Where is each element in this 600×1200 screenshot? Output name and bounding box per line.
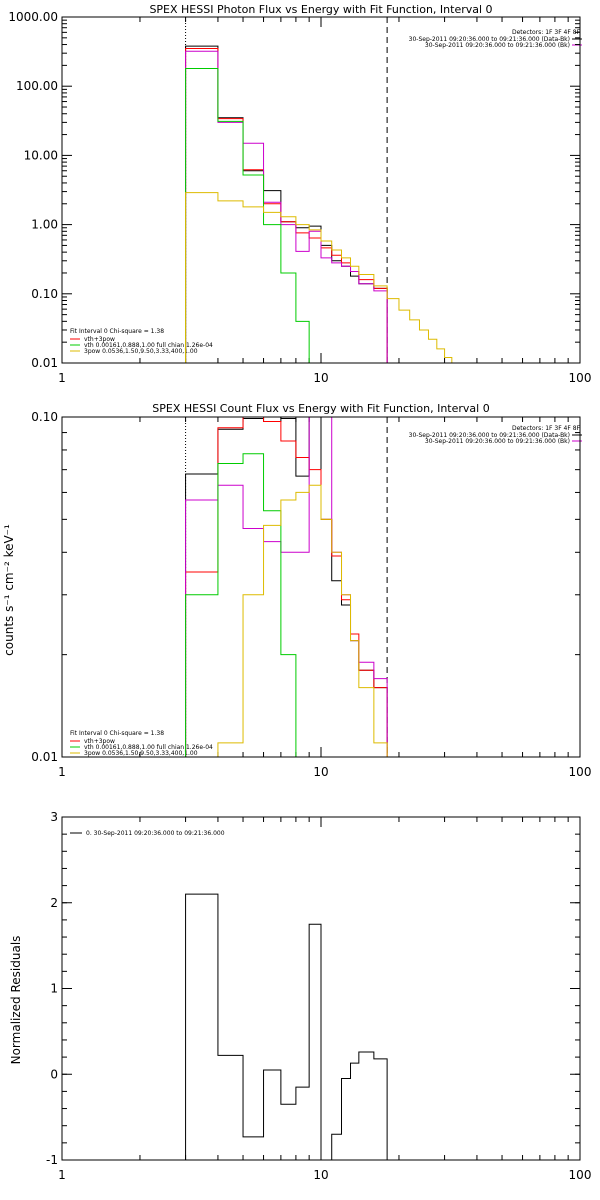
photon-flux-panel: SPEX HESSI Photon Flux vs Energy with Fi… — [70, 3, 582, 355]
photon-flux-plot: 1 10 100 0.01 0.10 1.00 10.00 100.00 1000.00 — [8, 10, 591, 385]
residuals-x-tick-label: 10 — [313, 1168, 328, 1182]
count-flux-detectors: Detectors: 1F 3F 4F 8F — [512, 425, 581, 432]
photon-flux-title: SPEX HESSI Photon Flux vs Energy with Fi… — [149, 3, 492, 16]
photon-flux-x-tick-label: 100 — [569, 371, 592, 385]
photon-flux-legend-vth3pow: vth+3pow — [84, 336, 115, 343]
count-flux-interval-bk: 30-Sep-2011 09:20:36.000 to 09:21:36.000… — [425, 438, 570, 445]
residuals-ylabel: Normalized Residuals — [9, 936, 23, 1065]
photon-flux-series-group — [185, 45, 462, 363]
residuals-panel: Normalized Residuals 0. 30-Sep-2011 09:2… — [9, 830, 225, 1064]
count-flux-y-tick-label: 0.01 — [31, 750, 58, 764]
photon-flux-y-tick-label: 100.00 — [16, 79, 58, 93]
count-flux-series-3pow — [185, 484, 388, 757]
residuals-y-tick-label: 1 — [50, 982, 58, 996]
residuals-y-tick-label: -1 — [46, 1153, 58, 1167]
photon-flux-legend-vth: vth 0.00161,0.888,1.00 full chian 1.26e-… — [84, 342, 213, 349]
photon-flux-frame — [61, 16, 581, 364]
photon-flux-x-tick-label: 10 — [313, 371, 328, 385]
photon-flux-y-tick-label: 0.01 — [31, 356, 58, 370]
residuals-legend-label: 0. 30-Sep-2011 09:20:36.000 to 09:21:36.… — [86, 830, 225, 837]
photon-flux-y-tick-label: 1.00 — [31, 218, 58, 232]
count-flux-x-tick-label: 10 — [313, 765, 328, 779]
residuals-y-tick-label: 3 — [50, 810, 58, 824]
count-flux-x-tick-label: 100 — [569, 765, 592, 779]
residuals-frame — [61, 816, 581, 1161]
photon-flux-x-tick-label: 1 — [58, 371, 66, 385]
photon-flux-legend-3pow: 3pow 0.0536,1.50,9.50,3.33,400,1.00 — [84, 348, 198, 355]
photon-flux-series-vth — [185, 68, 321, 363]
count-flux-legend-3pow: 3pow 0.0536,1.50,9.50,3.33,400,1.00 — [84, 750, 198, 757]
residuals-plot: 1 10 100 -1 0 1 2 3 — [46, 810, 591, 1182]
count-flux-series-vth — [185, 453, 310, 757]
count-flux-ylabel: counts s⁻¹ cm⁻² keV⁻¹ — [2, 524, 16, 656]
residuals-series-residual — [185, 893, 388, 1160]
count-flux-x-tick-label: 1 — [58, 765, 66, 779]
photon-flux-detectors: Detectors: 1F 3F 4F 8F — [512, 29, 581, 36]
photon-flux-fit-summary: Fit Interval 0 Chi-square = 1.38 — [70, 328, 164, 335]
photon-flux-interval-databk: 30-Sep-2011 09:20:36.000 to 09:21:36.000… — [409, 36, 570, 43]
count-flux-y-tick-label: 0.10 — [31, 410, 58, 424]
count-flux-panel: SPEX HESSI Count Flux vs Energy with Fit… — [2, 402, 582, 757]
count-flux-title: SPEX HESSI Count Flux vs Energy with Fit… — [152, 402, 489, 415]
count-flux-fit-summary: Fit Interval 0 Chi-square = 1.38 — [70, 730, 164, 737]
count-flux-legend-vth3pow: vth+3pow — [84, 738, 115, 745]
photon-flux-interval-bk: 30-Sep-2011 09:20:36.000 to 09:21:36.000… — [425, 42, 570, 49]
count-flux-frame — [61, 416, 581, 758]
residuals-y-tick-label: 0 — [50, 1067, 58, 1081]
residuals-y-tick-label: 2 — [50, 896, 58, 910]
count-flux-interval-databk: 30-Sep-2011 09:20:36.000 to 09:21:36.000… — [409, 432, 570, 439]
photon-flux-y-tick-label: 1000.00 — [8, 10, 58, 24]
residuals-series-group — [185, 893, 388, 1160]
count-flux-plot: 1 10 100 0.01 0.10 — [31, 410, 591, 779]
count-flux-series-group — [185, 417, 388, 757]
count-flux-legend-vth: vth 0.00161,0.888,1.00 full chian 1.26e-… — [84, 744, 213, 751]
photon-flux-series-3pow — [185, 192, 462, 363]
residuals-x-tick-label: 1 — [58, 1168, 66, 1182]
photon-flux-y-tick-label: 10.00 — [24, 148, 58, 162]
residuals-x-tick-label: 100 — [569, 1168, 592, 1182]
photon-flux-y-tick-label: 0.10 — [31, 287, 58, 301]
